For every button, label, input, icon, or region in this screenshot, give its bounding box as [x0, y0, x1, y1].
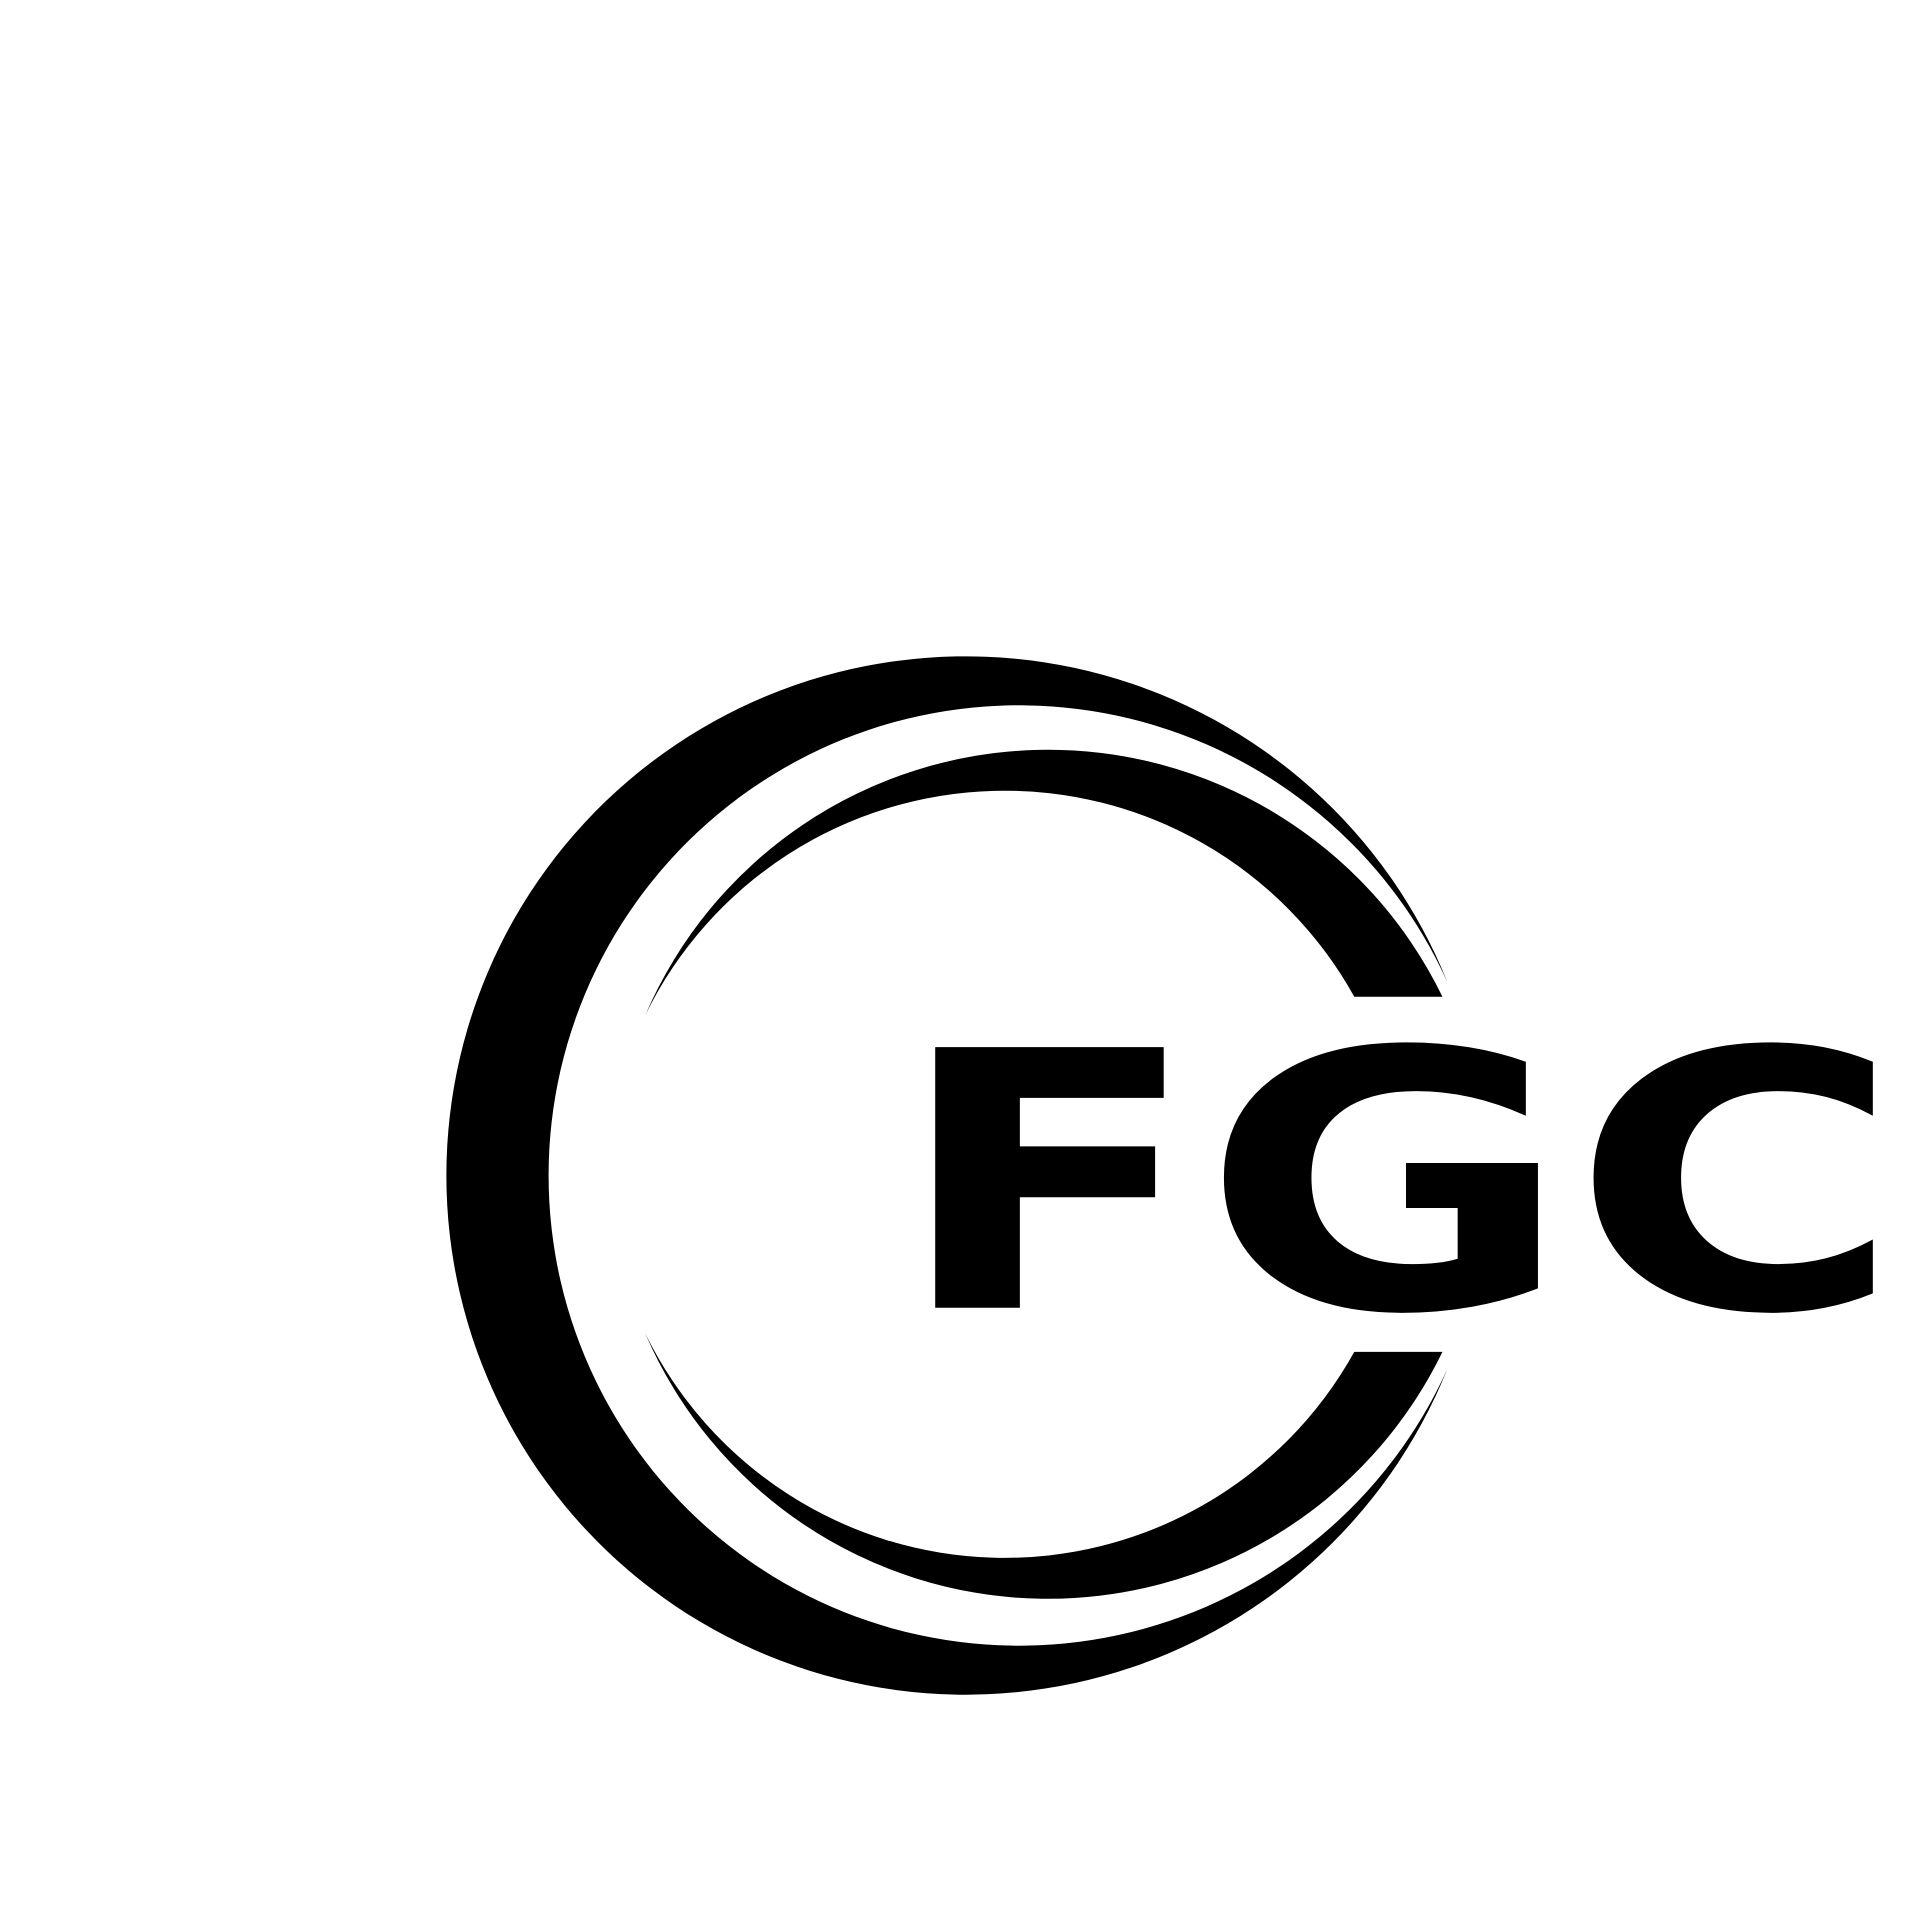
top-arc — [645, 749, 1443, 1016]
bottom-arc — [645, 1333, 1443, 1599]
logo-text: FGC — [894, 977, 1902, 1393]
